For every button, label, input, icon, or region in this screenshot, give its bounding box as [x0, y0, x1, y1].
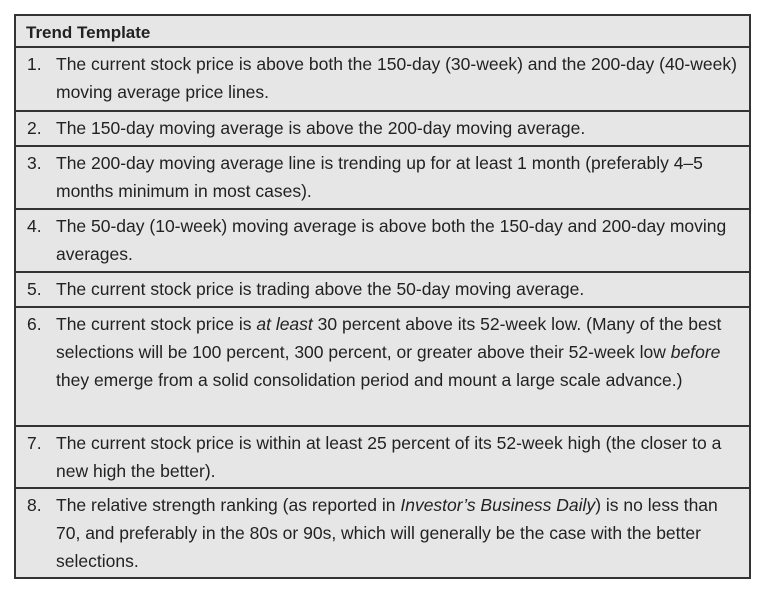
table-row: 7. The current stock price is within at …: [16, 427, 749, 489]
row-text-emphasis: Investor’s Business Daily: [400, 495, 596, 515]
row-text-part: The current stock price is: [56, 314, 257, 334]
row-text: The 50-day (10-week) moving average is a…: [56, 216, 727, 264]
row-text: The current stock price is above both th…: [56, 54, 737, 102]
table-row: 2. The 150-day moving average is above t…: [16, 112, 749, 147]
row-text-emphasis: at least: [256, 314, 313, 334]
row-number: 8.: [27, 495, 42, 515]
row-number: 3.: [27, 153, 42, 173]
table-row: 1. The current stock price is above both…: [16, 48, 749, 112]
row-text: The relative strength ranking (as report…: [56, 495, 718, 571]
table-row: 6. The current stock price is at least 3…: [16, 308, 749, 427]
table-title: Trend Template: [16, 16, 749, 48]
row-text-emphasis: before: [670, 342, 721, 362]
row-text: The 150-day moving average is above the …: [56, 118, 586, 138]
table-row: 5. The current stock price is trading ab…: [16, 273, 749, 308]
row-text-part: ) is no less than 70, and preferably in …: [56, 495, 718, 571]
table-row: 8. The relative strength ranking (as rep…: [16, 489, 749, 579]
row-number: 7.: [27, 433, 42, 453]
row-number: 5.: [27, 279, 42, 299]
row-text-part: 30 percent above its 52-week low. (Many …: [56, 314, 722, 362]
trend-template-table: Trend Template 1. The current stock pric…: [14, 14, 751, 579]
row-text-part: The relative strength ranking (as report…: [56, 495, 401, 515]
row-number: 2.: [27, 118, 42, 138]
row-number: 6.: [27, 314, 42, 334]
row-text: The current stock price is at least 30 p…: [56, 314, 721, 390]
table-row: 3. The 200-day moving average line is tr…: [16, 147, 749, 210]
row-number: 4.: [27, 216, 42, 236]
row-text-part: they emerge from a solid consolidation p…: [56, 370, 683, 390]
row-text: The 200-day moving average line is trend…: [56, 153, 703, 201]
row-text: The current stock price is within at lea…: [56, 433, 722, 481]
row-number: 1.: [27, 54, 42, 74]
table-row: 4. The 50-day (10-week) moving average i…: [16, 210, 749, 273]
row-text: The current stock price is trading above…: [56, 279, 585, 299]
